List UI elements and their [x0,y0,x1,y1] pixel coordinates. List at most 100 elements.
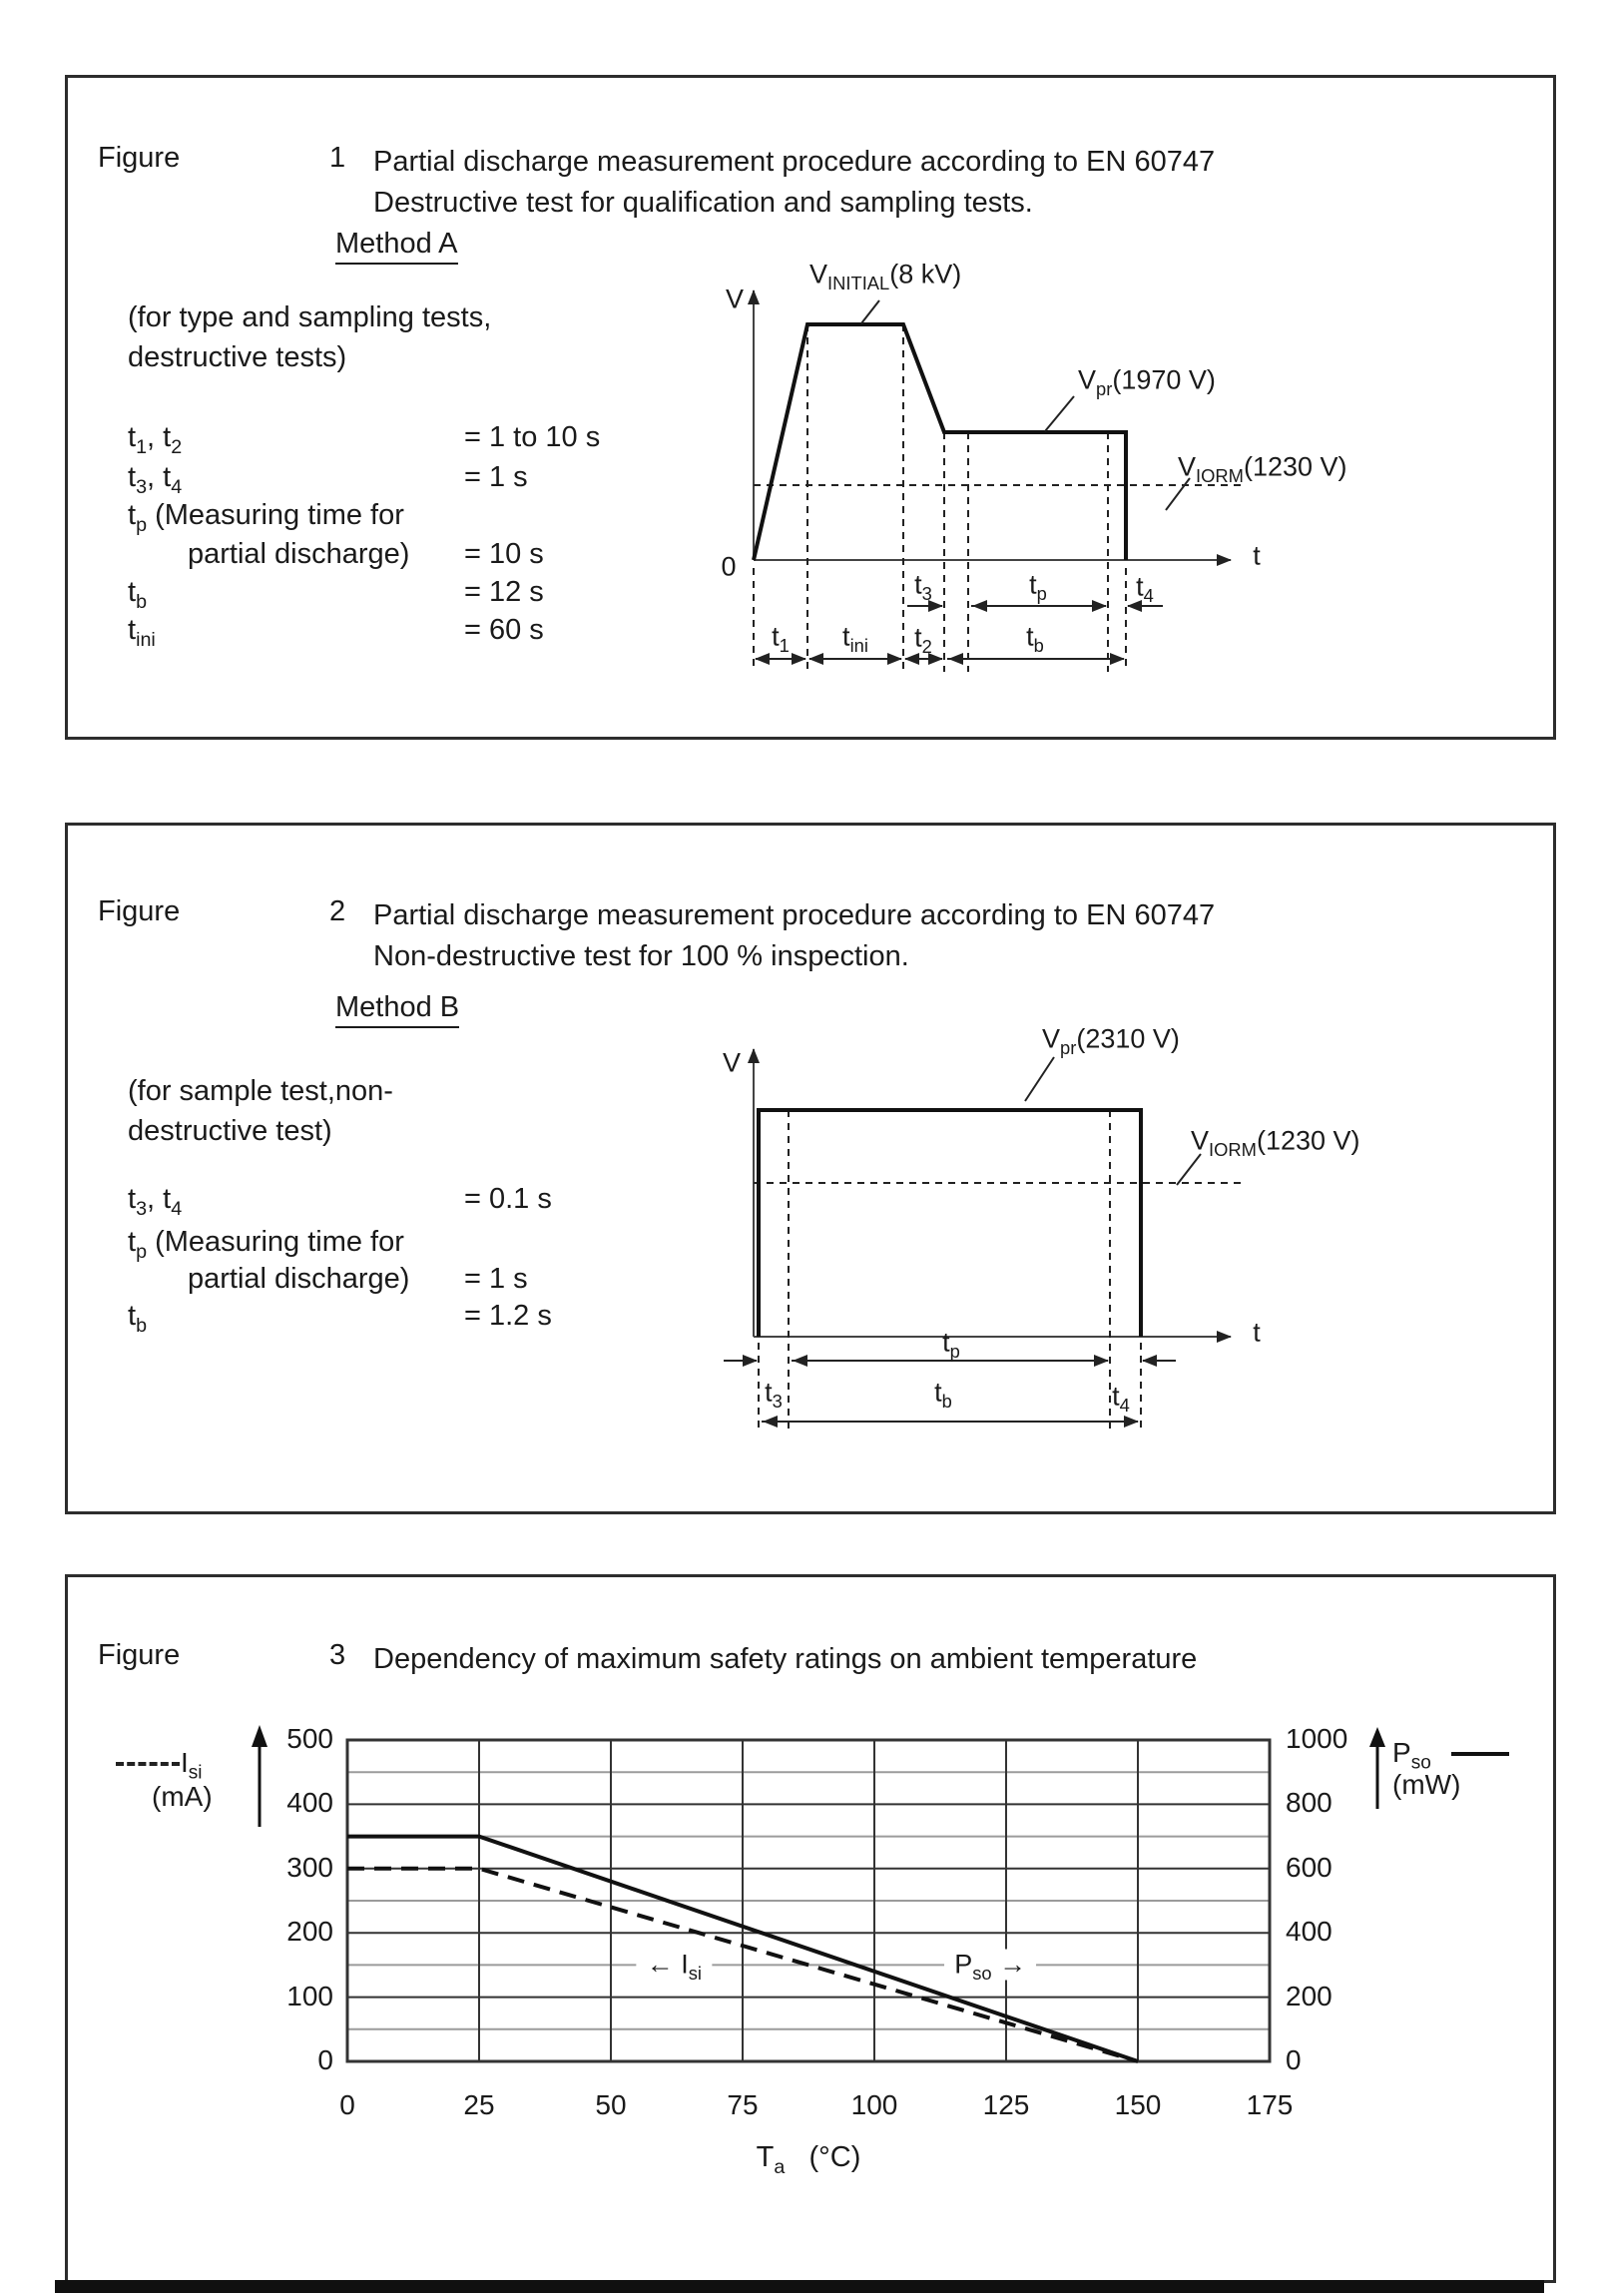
right-axis-tick: 200 [1286,1980,1332,2011]
figure1-tb-label: tb [1026,621,1044,656]
figure1-title-line2: Destructive test for qualification and s… [373,187,1033,219]
figure2-tp-label: tp [942,1327,960,1362]
figure2-diagram-lines [724,1048,1246,1434]
pso-axis-arrow-icon [1369,1727,1385,1809]
plot-border [345,1738,1272,2063]
parameter-name: t3, t4 [128,461,183,498]
figure1-t4-label: t4 [1136,571,1154,606]
parameter-row: tb = 12 s [128,576,747,612]
figure2-t4-label: t4 [1112,1381,1130,1416]
parameter-name: tp (Measuring time for [128,1226,404,1263]
safety-ratings-chart: 500 400 300 200 100 0 1000 800 600 400 200 0 0 25 50 75… [286,1700,1400,2199]
parameter-value: = 1 s [464,1263,528,1295]
x-axis-tick: 50 [595,2089,627,2120]
figure1-diagram-lines [748,289,1241,672]
figure1-method-heading: Method A [335,228,458,265]
figure2-t3-label: t3 [765,1377,783,1412]
figure1-vpr-label: Vpr(1970 V) [1078,364,1216,399]
figure1-tini-label: tini [842,621,868,656]
isi-legend: Isi [116,1747,203,1783]
figure2-box: Figure 2 Partial discharge measurement p… [65,823,1556,1514]
parameter-name: tb [128,576,148,613]
chart-plot [345,1738,1272,2063]
parameter-value: = 1 s [464,461,528,493]
pso-solid-swatch [1450,1752,1509,1756]
figure1-t2-label: t2 [914,622,932,657]
x-axis-tick: 0 [339,2089,355,2120]
isi-dashed-swatch [116,1762,180,1766]
left-axis-tick: 300 [286,1851,333,1883]
parameter-name: tb [128,1300,148,1337]
figure2-caption-word: Figure [98,895,181,927]
left-axis-tick: 0 [317,2044,333,2075]
parameter-name: t3, t4 [128,1183,183,1220]
figure2-tb-label: tb [934,1377,952,1412]
figure3-caption-number: 3 [329,1639,346,1671]
isi-axis-arrow-icon [252,1725,267,1827]
parameter-name: tini [128,614,156,651]
parameter-row: tini = 60 s [128,614,747,650]
parameter-row: tp (Measuring time for [128,499,747,535]
parameter-row: t1, t2 = 1 to 10 s [128,421,747,457]
left-axis-tick: 100 [286,1980,333,2011]
figure2-v-axis-label: V [722,1047,742,1078]
x-axis-tick: 25 [463,2089,495,2120]
figure2-title-line2: Non-destructive test for 100 % inspectio… [373,940,909,972]
figure1-vinitial-label: VINITIAL(8 kV) [809,259,962,293]
figure2-viorm-label: VIORM(1230 V) [1191,1125,1360,1160]
figure2-title-line1: Partial discharge measurement procedure … [373,899,1216,931]
figure1-box: Figure 1 Partial discharge measurement p… [65,75,1556,740]
x-axis-tick: 75 [727,2089,759,2120]
page-bottom-rule [55,2280,1544,2293]
chart-annotation: ← Isi [636,1949,712,1983]
figure1-t3-label: t3 [914,569,932,604]
figure1-caption-number: 1 [329,142,346,174]
parameter-row: tb = 1.2 s [128,1300,747,1336]
parameter-name: partial discharge) [188,1263,410,1295]
figure3-caption-word: Figure [98,1639,181,1671]
left-axis-tick: 400 [286,1787,333,1819]
right-axis-tick: 1000 [1286,1723,1348,1754]
figure2-method-heading: Method B [335,991,460,1028]
right-axis-tick: 0 [1286,2044,1302,2075]
parameter-value: = 60 s [464,614,544,646]
parameter-value: = 1.2 s [464,1300,552,1332]
right-axis-tick: 400 [1286,1916,1332,1948]
x-axis-title: Ta (°C) [756,2141,861,2178]
parameter-value: = 1 to 10 s [464,421,601,453]
figure2-t-axis-label: t [1253,1317,1261,1348]
figure1-tp-label: tp [1029,569,1047,604]
x-axis-tick: 150 [1114,2089,1162,2120]
figure1-title-line1: Partial discharge measurement procedure … [373,146,1216,178]
figure1-t1-label: t1 [772,621,790,656]
figure1-v-axis-label: V [725,284,745,314]
figure1-viorm-label: VIORM(1230 V) [1178,451,1347,486]
parameter-value: = 0.1 s [464,1183,552,1215]
figure2-title: Partial discharge measurement procedure … [373,895,1215,977]
parameter-row: partial discharge) = 10 s [128,538,747,574]
left-axis-tick: 500 [286,1723,333,1754]
parameter-value: = 10 s [464,538,544,570]
parameter-name: tp (Measuring time for [128,499,404,536]
parameter-row: t3, t4 = 1 s [128,461,747,497]
pso-legend: Pso [1392,1737,1509,1773]
series-line-left [347,1866,1139,2063]
isi-legend-unit: (mA) [152,1781,213,1812]
pso-legend-unit: (mW) [1392,1769,1461,1800]
figure1-origin-label: 0 [721,551,737,582]
figure1-conditions: (for type and sampling tests, destructiv… [128,301,492,373]
figure2-caption-number: 2 [329,895,346,927]
parameter-value: = 12 s [464,576,544,608]
figure1-t-axis-label: t [1253,540,1261,571]
right-axis-tick: 600 [1286,1851,1332,1883]
x-axis-tick: 100 [850,2089,898,2120]
left-axis-tick: 200 [286,1916,333,1948]
figure1-title: Partial discharge measurement procedure … [373,142,1215,224]
figure3-title: Dependency of maximum safety ratings on … [373,1643,1198,1675]
chart-annotation: Pso → [944,1949,1037,1983]
parameter-row: partial discharge) = 1 s [128,1263,747,1299]
parameter-row: tp (Measuring time for [128,1226,747,1262]
series-line-right [347,1834,1139,2063]
x-axis-tick: 175 [1246,2089,1294,2120]
parameter-name: t1, t2 [128,421,183,458]
